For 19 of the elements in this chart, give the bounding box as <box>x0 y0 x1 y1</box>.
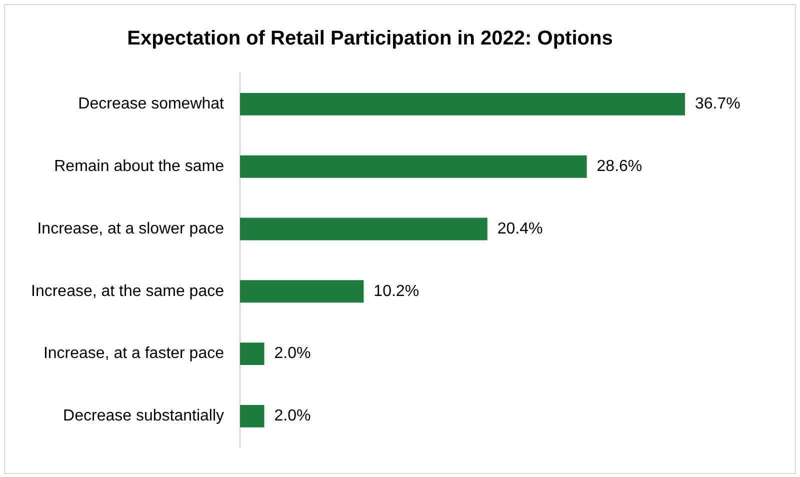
data-label: 10.2% <box>374 282 420 300</box>
bar <box>240 218 488 240</box>
y-tick-label: Decrease substantially <box>63 408 224 425</box>
bar <box>240 155 587 178</box>
data-label: 28.6% <box>596 158 642 176</box>
data-label: 2.0% <box>274 408 311 425</box>
y-tick-label: Remain about the same <box>54 158 224 176</box>
y-tick-label: Decrease somewhat <box>78 96 225 113</box>
data-label: 36.7% <box>694 96 740 113</box>
bar <box>240 404 264 428</box>
bar <box>240 280 364 303</box>
y-tick-label: Increase, at a faster pace <box>43 345 224 362</box>
data-label: 20.4% <box>497 220 543 238</box>
chart-title: Expectation of Retail Participation in 2022: Options <box>127 28 613 50</box>
bar <box>240 92 685 116</box>
bar <box>240 342 264 366</box>
y-tick-label: Increase, at a slower pace <box>37 220 224 238</box>
y-tick-label: Increase, at the same pace <box>31 282 224 300</box>
data-label: 2.0% <box>274 345 311 362</box>
